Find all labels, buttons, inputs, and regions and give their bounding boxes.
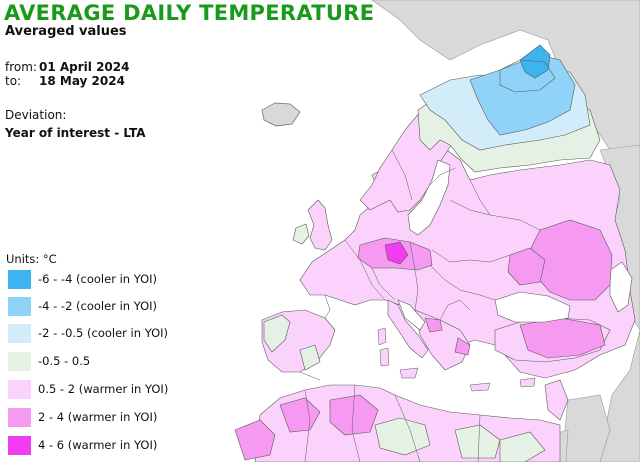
legend-swatch	[8, 324, 31, 343]
legend-swatch	[8, 380, 31, 399]
legend-swatch	[8, 270, 31, 289]
legend-label: 0.5 - 2 (warmer in YOI)	[38, 382, 169, 396]
period-from-label: from:	[5, 60, 37, 74]
legend-label: 4 - 6 (warmer in YOI)	[38, 438, 158, 452]
country-borders	[299, 149, 541, 462]
period-from: from: 01 April 2024	[5, 60, 129, 74]
deviation-label: Deviation:	[5, 108, 67, 122]
legend-swatch	[8, 436, 31, 455]
land-deviation-areas	[234, 44, 636, 462]
legend-swatch	[8, 408, 31, 427]
iceland	[261, 102, 301, 127]
period-to: to: 18 May 2024	[5, 74, 125, 88]
legend-label: -4 - -2 (cooler in YOI)	[38, 299, 158, 313]
legend-swatch	[8, 352, 31, 371]
period-from-value: 01 April 2024	[39, 60, 130, 74]
map-title: AVERAGE DAILY TEMPERATURE	[4, 1, 375, 25]
legend-units: Units: °C	[6, 252, 57, 266]
deviation-value: Year of interest - LTA	[5, 126, 146, 140]
legend-label: -0.5 - 0.5	[38, 354, 91, 368]
map-subtitle: Averaged values	[5, 24, 127, 39]
mediterranean-islands	[377, 327, 536, 392]
legend-label: -6 - -4 (cooler in YOI)	[38, 272, 158, 286]
period-to-value: 18 May 2024	[39, 74, 125, 88]
period-to-label: to:	[5, 74, 22, 88]
legend-label: -2 - -0.5 (cooler in YOI)	[38, 326, 169, 340]
legend-label: 2 - 4 (warmer in YOI)	[38, 410, 158, 424]
legend-swatch	[8, 297, 31, 316]
